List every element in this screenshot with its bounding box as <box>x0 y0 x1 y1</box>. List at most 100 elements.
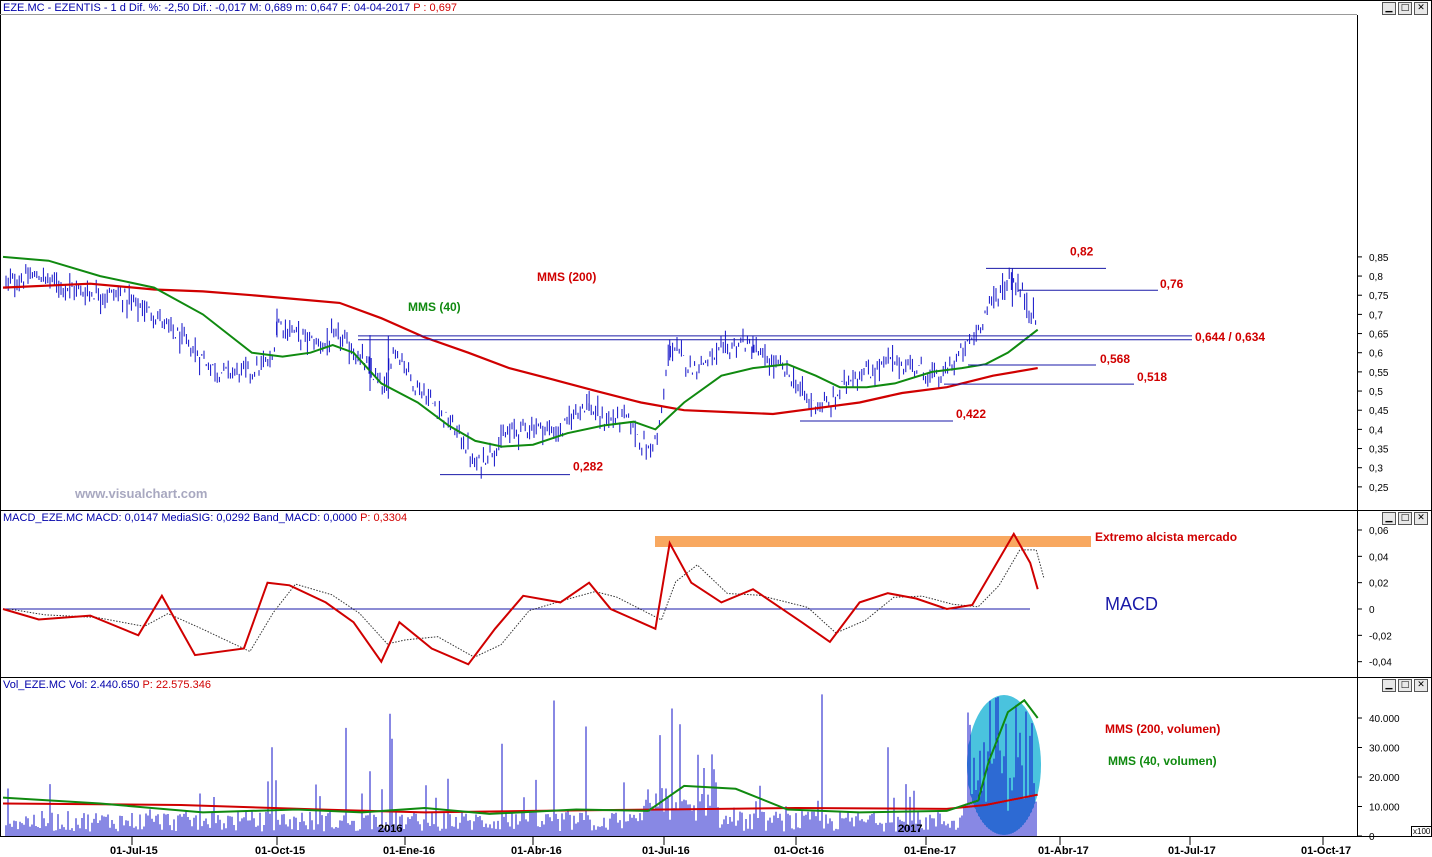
volume-ma200-line <box>2 793 1038 814</box>
price-panel-header: EZE.MC - EZENTIS - 1 d Dif. %: -2,50 Dif… <box>3 2 458 14</box>
close-button[interactable]: ✕ <box>1414 512 1428 525</box>
close-button[interactable]: ✕ <box>1414 2 1428 15</box>
price-y-tick: 0,45 <box>1357 406 1389 417</box>
x-axis-tick-label: 01-Oct-16 <box>774 845 824 857</box>
price-y-tick-label: 0,3 <box>1369 464 1383 475</box>
macd-y-tick: 0,02 <box>1357 579 1389 590</box>
price-window-controls: ▁ □ ✕ <box>1382 2 1428 15</box>
x-axis-tick: 01-Abr-17 <box>1038 836 1089 857</box>
price-y-tick-label: 0,75 <box>1369 291 1389 302</box>
price-y-tick-label: 0,85 <box>1369 253 1389 264</box>
macd-y-tick: -0,02 <box>1357 631 1392 642</box>
x-axis-tick: 01-Abr-16 <box>511 836 562 857</box>
x-axis-tick: 01-Oct-15 <box>255 836 305 857</box>
volume-y-tick: 0 <box>1357 832 1375 843</box>
price-y-tick: 0,5 <box>1357 387 1383 398</box>
price-y-tick: 0,6 <box>1357 349 1383 360</box>
macd-y-tick: -0,04 <box>1357 658 1392 669</box>
year-marker-2016: 2016 <box>378 823 402 835</box>
price-y-tick-label: 0,8 <box>1369 272 1383 283</box>
volume-y-tick-label: 30.000 <box>1369 744 1400 755</box>
price-y-tick: 0,3 <box>1357 464 1383 475</box>
ma200-line <box>2 282 1038 416</box>
price-y-tick: 0,65 <box>1357 330 1389 341</box>
restore-button[interactable]: □ <box>1398 2 1412 15</box>
macd-y-tick-label: 0,04 <box>1369 552 1389 563</box>
volume-y-tick: 40.000 <box>1357 714 1400 725</box>
volume-bars <box>5 694 1037 836</box>
x-axis-tick-label: 01-Jul-16 <box>642 845 690 857</box>
x-axis-tick-label: 01-Jul-15 <box>110 845 158 857</box>
macd-y-tick-label: -0,04 <box>1369 658 1392 669</box>
macd-y-tick: 0 <box>1357 605 1375 616</box>
price-y-tick: 0,4 <box>1357 425 1383 436</box>
x-axis-tick: 01-Ene-16 <box>383 836 435 857</box>
volume-y-tick-label: 10.000 <box>1369 803 1400 814</box>
level-label-0644-0634: 0,644 / 0,634 <box>1195 330 1265 344</box>
level-label-0518: 0,518 <box>1137 370 1167 384</box>
x-axis-tick-label: 01-Abr-17 <box>1038 845 1089 857</box>
volume-window-controls: ▁ □ ✕ <box>1382 679 1428 692</box>
price-y-tick-label: 0,55 <box>1369 368 1389 379</box>
x-axis-tick-label: 01-Oct-15 <box>255 845 305 857</box>
ma40-label: MMS (40) <box>408 300 461 314</box>
macd-window-controls: ▁ □ ✕ <box>1382 512 1428 525</box>
macd-title: MACD <box>1105 594 1158 614</box>
macd-y-tick: 0,04 <box>1357 552 1389 563</box>
price-y-tick-label: 0,35 <box>1369 445 1389 456</box>
level-label-076: 0,76 <box>1160 277 1184 291</box>
price-panel-frame <box>0 0 1432 511</box>
x-axis-tick: 01-Jul-16 <box>642 836 690 857</box>
price-y-tick-label: 0,6 <box>1369 349 1383 360</box>
price-y-tick: 0,85 <box>1357 253 1389 264</box>
price-y-tick: 0,7 <box>1357 310 1383 321</box>
minimize-button[interactable]: ▁ <box>1382 679 1396 692</box>
close-button[interactable]: ✕ <box>1414 679 1428 692</box>
volume-y-tick: 30.000 <box>1357 744 1400 755</box>
x-axis-tick-label: 01-Ene-17 <box>904 845 956 857</box>
level-label-0282: 0,282 <box>573 460 603 474</box>
level-label-082: 0,82 <box>1070 244 1094 258</box>
x-axis-tick: 01-Oct-16 <box>774 836 824 857</box>
macd-y-tick-label: -0,02 <box>1369 631 1392 642</box>
minimize-button[interactable]: ▁ <box>1382 512 1396 525</box>
price-y-tick-label: 0,4 <box>1369 425 1383 436</box>
macd-line <box>2 531 1039 666</box>
price-y-tick-label: 0,25 <box>1369 483 1389 494</box>
volume-ma200-label: MMS (200, volumen) <box>1105 722 1220 736</box>
price-y-tick-label: 0,45 <box>1369 406 1389 417</box>
level-label-0422: 0,422 <box>956 407 986 421</box>
price-y-tick-label: 0,5 <box>1369 387 1383 398</box>
restore-button[interactable]: □ <box>1398 512 1412 525</box>
macd-y-tick: 0,06 <box>1357 526 1389 537</box>
x-axis-tick: 01-Jul-17 <box>1168 836 1216 857</box>
volume-y-tick-label: 20.000 <box>1369 773 1400 784</box>
x-axis-tick-label: 01-Abr-16 <box>511 845 562 857</box>
price-y-tick: 0,8 <box>1357 272 1383 283</box>
restore-button[interactable]: □ <box>1398 679 1412 692</box>
volume-y-tick-label: 0 <box>1369 832 1375 843</box>
x-axis-tick-label: 01-Oct-17 <box>1301 845 1351 857</box>
macd-signal-line <box>8 549 1045 658</box>
minimize-button[interactable]: ▁ <box>1382 2 1396 15</box>
x-axis-tick: 01-Ene-17 <box>904 836 956 857</box>
price-y-tick-label: 0,7 <box>1369 310 1383 321</box>
ma200-label: MMS (200) <box>537 270 596 284</box>
volume-y-tick-label: 40.000 <box>1369 714 1400 725</box>
ma40-line <box>2 255 1039 448</box>
x-axis-tick-label: 01-Jul-17 <box>1168 845 1216 857</box>
x-axis-tick-label: 01-Ene-16 <box>383 845 435 857</box>
macd-panel-header: MACD_EZE.MC MACD: 0,0147 MediaSIG: 0,029… <box>3 512 408 524</box>
macd-y-tick-label: 0,06 <box>1369 526 1389 537</box>
price-y-tick: 0,55 <box>1357 368 1389 379</box>
macd-y-tick-label: 0 <box>1369 605 1375 616</box>
macd-extreme-band <box>655 536 1091 547</box>
x-axis-tick: 01-Oct-17 <box>1301 836 1351 857</box>
price-y-tick: 0,75 <box>1357 291 1389 302</box>
level-label-0568: 0,568 <box>1100 352 1130 366</box>
volume-y-tick: 20.000 <box>1357 773 1400 784</box>
x-axis-tick: 01-Jul-15 <box>110 836 158 857</box>
volume-ma40-label: MMS (40, volumen) <box>1108 754 1217 768</box>
macd-band-label: Extremo alcista mercado <box>1095 530 1237 544</box>
